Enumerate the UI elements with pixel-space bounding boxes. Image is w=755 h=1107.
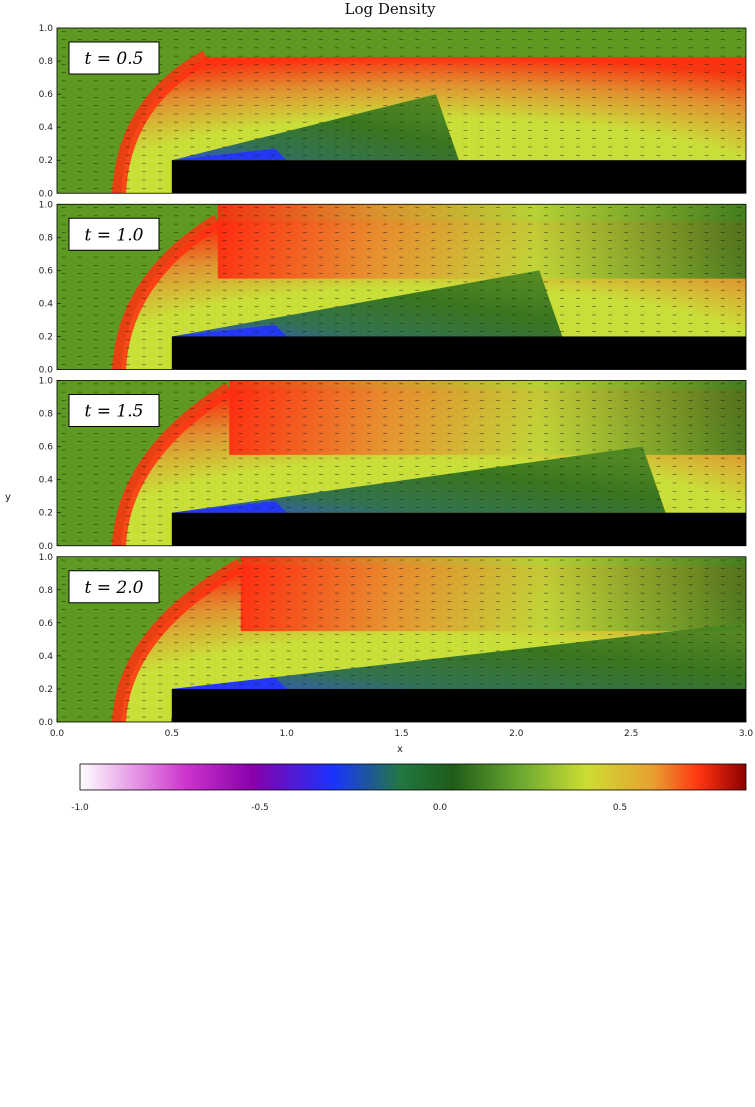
y-tick-label: 0.4 [39,476,54,486]
x-tick-label: 2.0 [509,729,524,739]
colorbar-ticks: -1.0 -0.5 0.0 0.5 [71,803,627,813]
x-axis-label: x [397,744,403,755]
corner-rarefaction [171,148,287,161]
y-tick-label: 0.2 [39,509,53,519]
colorbar-tick-label: 0.5 [613,803,627,813]
colorbar [79,763,747,791]
panel-frame [56,203,747,370]
y-tick-label: 0.6 [39,266,54,276]
x-tick-label: 1.5 [394,729,408,739]
reflected-band [229,380,746,455]
y-tick-label: 0.6 [39,443,54,453]
shock-front [112,214,222,370]
x-tick-label: 0.0 [50,729,65,739]
y-tick-label: 0.0 [39,542,54,552]
x-tick-label: 1.0 [280,729,295,739]
panel-4: 0.0 0.2 0.4 0.6 0.8 1.0 t = 2.0 [39,553,747,728]
obstacle [171,336,746,370]
x-tick-label: 2.5 [624,729,638,739]
panel-frame [56,380,747,547]
y-tick-label: 1.0 [39,200,54,210]
time-label-box [68,217,160,251]
y-tick-label: 0.4 [39,652,54,662]
time-label: t = 2.0 [85,578,144,598]
y-tick-label: 0.8 [39,233,54,243]
y-tick-label: 0.0 [39,718,54,728]
reflected-band [240,556,746,632]
shock-front [112,382,233,546]
y-tick-label: 0.4 [39,123,54,133]
y-tick-label: 0.6 [39,619,54,629]
obstacle [171,160,746,194]
expansion-wedge [171,270,563,337]
panel-1: 0.0 0.2 0.4 0.6 0.8 1.0 t = 0.5 [39,24,747,199]
x-ticks: 0.0 0.5 1.0 1.5 2.0 2.5 3.0 [50,718,754,739]
y-tick-label: 0.4 [39,299,54,309]
panel-2: 0.0 0.2 0.4 0.6 0.8 1.0 t = 1.0 [39,200,747,376]
y-tick-label: 1.0 [39,553,54,563]
time-label-box [68,41,160,75]
panel-frame [56,27,747,194]
y-tick-label: 0.0 [39,366,54,376]
expansion-wedge [171,94,459,161]
chart-title: Log Density [345,0,436,18]
y-tick-label: 0.2 [39,332,53,342]
y-tick-label: 0.8 [39,57,54,67]
expansion-wedge [171,622,746,689]
time-label-box [68,570,160,604]
colorbar-tick-label: -1.0 [71,803,89,813]
corner-rarefaction [171,324,287,337]
panel-3: 0.0 0.2 0.4 0.6 0.8 1.0 t = 1.5 [39,377,747,552]
reflected-band [217,204,746,279]
colorbar-tick-label: 0.0 [433,803,448,813]
shock-front [112,558,245,722]
y-tick-label: 0.2 [39,685,53,695]
time-label: t = 0.5 [85,49,144,69]
y-tick-label: 0.0 [39,189,54,199]
panels: 0.0 0.2 0.4 0.6 0.8 1.0 t = 0.5 0.0 0.2 0.4 0.6 0.8… [39,24,747,728]
x-tick-label: 0.5 [165,729,179,739]
y-tick-label: 1.0 [39,377,54,387]
y-axis-label: y [5,492,11,503]
time-label: t = 1.5 [85,402,144,422]
y-tick-label: 0.6 [39,90,54,100]
time-label-box [68,394,160,427]
colorbar-tick-label: -0.5 [251,803,269,813]
expansion-wedge [171,446,666,513]
corner-rarefaction [171,677,287,689]
obstacle [171,512,746,546]
obstacle [171,688,746,722]
time-label: t = 1.0 [85,225,144,245]
y-tick-label: 0.8 [39,410,54,420]
y-tick-label: 0.8 [39,586,54,596]
x-tick-label: 3.0 [739,729,754,739]
corner-rarefaction [171,501,287,513]
y-tick-label: 0.2 [39,156,53,166]
y-tick-label: 1.0 [39,24,54,34]
